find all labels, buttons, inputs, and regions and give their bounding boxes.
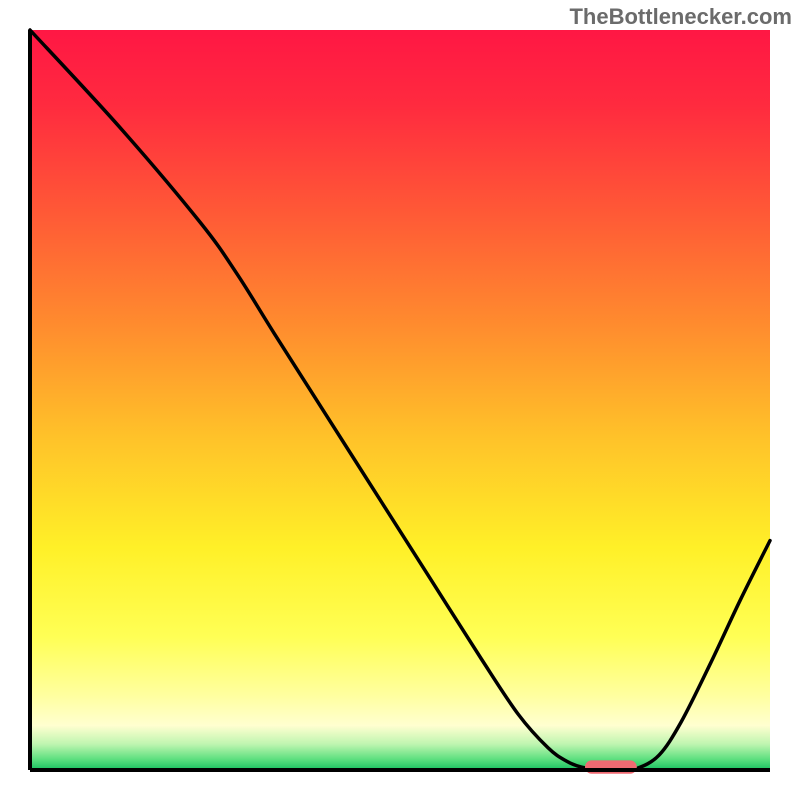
bottleneck-chart: TheBottlenecker.com [0,0,800,800]
plot-gradient [30,30,770,770]
watermark-text: TheBottlenecker.com [569,4,792,30]
chart-svg [0,0,800,800]
